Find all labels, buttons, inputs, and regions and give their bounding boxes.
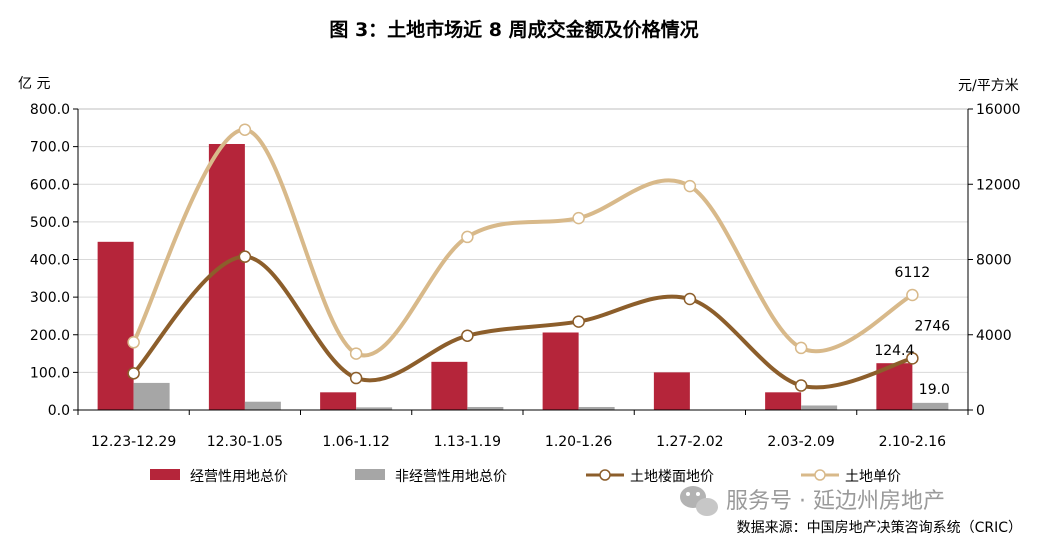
data-label-s2: 2746 bbox=[915, 318, 951, 334]
line-s2 bbox=[132, 254, 913, 390]
bar-s0-1 bbox=[208, 143, 245, 410]
bar-s1-6 bbox=[801, 405, 838, 410]
right-tick-label: 0 bbox=[976, 403, 985, 419]
left-tick-label: 200.0 bbox=[30, 328, 70, 344]
point-s3-2 bbox=[349, 347, 363, 360]
point-s3-5 bbox=[683, 179, 697, 193]
left-tick-label: 300.0 bbox=[30, 290, 70, 306]
right-tick-label: 4000 bbox=[976, 328, 1012, 344]
x-tick-label: 1.13-1.19 bbox=[434, 434, 501, 450]
right-tick-label: 8000 bbox=[976, 253, 1012, 269]
point-s3-6 bbox=[794, 341, 808, 355]
point-s2-3 bbox=[461, 329, 474, 342]
legend-label-s0: 经营性用地总价 bbox=[190, 469, 288, 485]
bar-s1-2 bbox=[356, 407, 393, 410]
bar-series bbox=[97, 143, 949, 410]
left-tick-label: 100.0 bbox=[30, 365, 70, 381]
point-s3-3 bbox=[461, 230, 474, 244]
source-note: 数据来源：中国房地产决策咨询系统（CRIC） bbox=[737, 519, 1022, 536]
x-tick-label: 2.10-2.16 bbox=[879, 434, 946, 450]
right-axis-ticks: 0 4000 8000 12000 16000 bbox=[968, 102, 1021, 419]
x-tick-label: 1.06-1.12 bbox=[322, 434, 389, 450]
chart-title: 图 3：土地市场近 8 周成交金额及价格情况 bbox=[329, 18, 698, 41]
legend-swatch-s1 bbox=[355, 469, 385, 480]
data-labels: 124.4 19.0 2746 6112 bbox=[874, 265, 950, 398]
left-tick-label: 500.0 bbox=[30, 215, 70, 231]
bar-s0-3 bbox=[431, 361, 468, 410]
left-tick-label: 400.0 bbox=[30, 253, 70, 269]
point-s2-4 bbox=[572, 315, 585, 328]
point-s2-7 bbox=[906, 352, 919, 365]
x-tick-label: 12.23-12.29 bbox=[91, 434, 176, 450]
data-label-s0: 124.4 bbox=[874, 343, 914, 359]
point-s2-0 bbox=[127, 367, 140, 380]
x-tick-label: 1.27-2.02 bbox=[656, 434, 723, 450]
x-tick-label: 12.30-1.05 bbox=[207, 434, 283, 450]
point-s3-7 bbox=[906, 288, 919, 302]
left-tick-label: 600.0 bbox=[30, 177, 70, 193]
point-s3-0 bbox=[127, 336, 140, 349]
bar-s1-0 bbox=[133, 382, 170, 410]
legend-label-s2: 土地楼面地价 bbox=[630, 469, 714, 485]
bar-s1-1 bbox=[244, 401, 281, 410]
x-tick-label: 1.20-1.26 bbox=[545, 434, 612, 450]
right-tick-label: 16000 bbox=[976, 102, 1021, 118]
line-s3 bbox=[131, 127, 914, 358]
legend-marker-s2 bbox=[599, 469, 611, 481]
wechat-icon bbox=[680, 486, 718, 516]
bar-s1-4 bbox=[578, 406, 615, 410]
data-label-s3: 6112 bbox=[895, 265, 931, 281]
left-tick-label: 700.0 bbox=[30, 140, 70, 156]
bar-s0-4 bbox=[542, 332, 579, 410]
legend-label-s1: 非经营性用地总价 bbox=[395, 469, 507, 485]
point-s2-2 bbox=[349, 371, 363, 385]
x-tick-label: 2.03-2.09 bbox=[767, 434, 834, 450]
bar-s0-2 bbox=[320, 392, 357, 410]
x-axis-ticks: 12.23-12.29 12.30-1.05 1.06-1.12 1.13-1.19 1… bbox=[77, 109, 969, 450]
left-axis-unit: 亿 元 bbox=[18, 76, 50, 92]
legend: 经营性用地总价 非经营性用地总价 土地楼面地价 土地单价 bbox=[150, 469, 901, 485]
legend-swatch-s0 bbox=[150, 469, 180, 480]
legend-label-s3: 土地单价 bbox=[845, 469, 901, 485]
point-s3-1 bbox=[238, 123, 252, 136]
left-axis-ticks: 0.0 100.0 200.0 300.0 400.0 500.0 600.0 700.0 80… bbox=[30, 102, 78, 419]
point-s3-4 bbox=[572, 211, 585, 225]
left-tick-label: 800.0 bbox=[30, 102, 70, 118]
legend-marker-s3 bbox=[814, 469, 826, 481]
bar-s1-3 bbox=[467, 406, 504, 410]
bar-s0-6 bbox=[765, 392, 802, 410]
left-tick-label: 0.0 bbox=[48, 403, 70, 419]
right-tick-label: 12000 bbox=[976, 177, 1021, 193]
bar-s1-7 bbox=[912, 402, 949, 410]
watermark-text: 服务号 · 延边州房地产 bbox=[726, 489, 945, 514]
bar-s0-0 bbox=[97, 241, 134, 410]
point-s2-5 bbox=[683, 292, 697, 306]
bar-s0-5 bbox=[653, 372, 690, 410]
data-label-s1: 19.0 bbox=[919, 382, 950, 398]
point-s2-1 bbox=[238, 250, 252, 263]
right-axis-unit: 元/平方米 bbox=[958, 78, 1019, 94]
point-s2-6 bbox=[794, 379, 808, 392]
line-series bbox=[127, 123, 919, 392]
